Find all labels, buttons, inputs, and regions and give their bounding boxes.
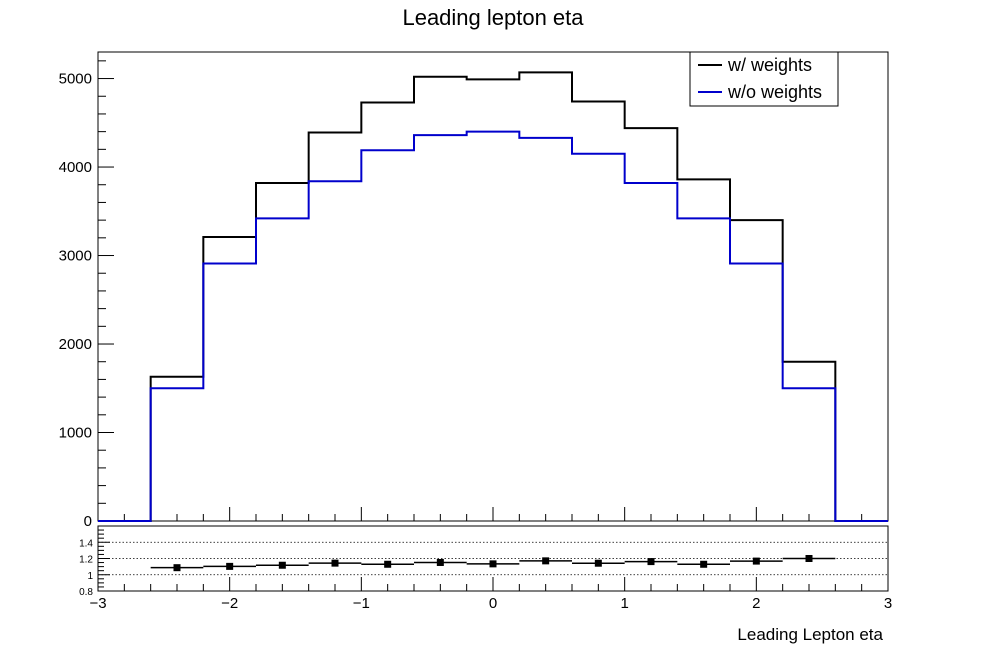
- y-tick-label: 0: [84, 513, 92, 530]
- x-tick-label: 3: [884, 595, 892, 612]
- legend-box: [689, 51, 839, 107]
- series-weighted-line: [98, 71, 888, 522]
- x-tick-label: −1: [353, 595, 370, 612]
- chart-title: Leading lepton eta: [402, 5, 584, 30]
- legend: w/ weights w/o weights: [689, 51, 839, 107]
- x-tick-label: 1: [620, 595, 628, 612]
- x-tick-label: 2: [752, 595, 760, 612]
- x-tick-label: 0: [489, 595, 497, 612]
- ratio-y-tick-label: 0.8: [79, 587, 93, 598]
- ratio-point-marker: [700, 560, 708, 568]
- x-tick-label: −2: [221, 595, 238, 612]
- series-unweighted-line: [98, 130, 888, 522]
- ratio-point-marker: [489, 560, 497, 568]
- ratio-point-marker: [542, 557, 550, 565]
- ratio-point-marker: [594, 559, 602, 567]
- legend-label-weighted: w/ weights: [727, 55, 812, 75]
- ratio-y-tick-label: 1.2: [79, 555, 93, 566]
- main-plot-frame: [97, 51, 889, 522]
- ratio-point-marker: [278, 561, 286, 569]
- ratio-point-marker: [173, 564, 181, 572]
- ratio-point-marker: [752, 557, 760, 565]
- ratio-y-tick-label: 1: [87, 571, 93, 582]
- y-tick-label: 3000: [59, 248, 92, 265]
- ratio-point-marker: [226, 562, 234, 570]
- y-tick-label: 2000: [59, 336, 92, 353]
- ratio-point-marker: [805, 555, 813, 562]
- ratio-y-tick-label: 1.4: [79, 538, 93, 549]
- x-axis-title: Leading Lepton eta: [737, 625, 883, 644]
- legend-label-unweighted: w/o weights: [727, 82, 822, 102]
- ratio-point-marker: [331, 559, 339, 567]
- x-tick-label: −3: [89, 595, 106, 612]
- y-tick-label: 1000: [59, 425, 92, 442]
- ratio-point-marker: [647, 558, 655, 566]
- ratio-point-marker: [384, 560, 392, 568]
- ratio-point-marker: [436, 558, 444, 566]
- y-tick-label: 4000: [59, 159, 92, 176]
- y-tick-label: 5000: [59, 71, 92, 88]
